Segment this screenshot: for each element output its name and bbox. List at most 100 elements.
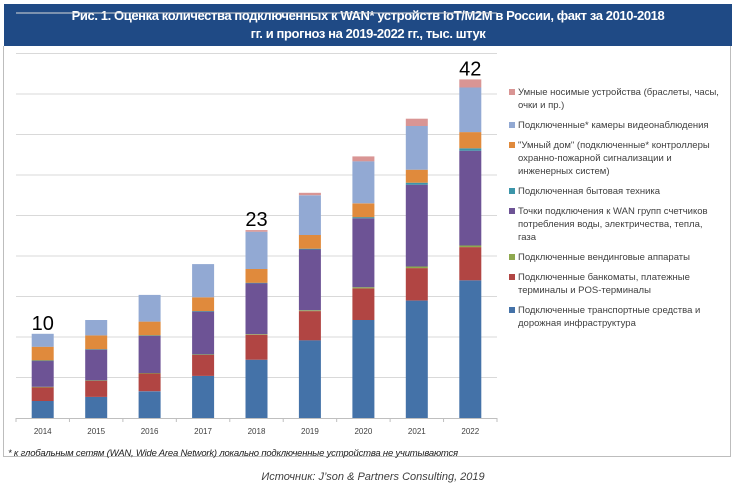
bar-segment-s3-2017 [192, 311, 215, 355]
legend-label: Подключенные банкоматы, платежные [518, 272, 690, 283]
bar-segment-s2-2016 [138, 373, 161, 374]
bar-segment-s3-2019 [298, 249, 321, 311]
legend-item-appliances: Подключенная бытовая техника [509, 185, 729, 198]
bar-segment-s2-2017 [192, 354, 215, 355]
legend-label: Подключенные вендинговые аппараты [518, 252, 690, 263]
bar-segment-s2-2018 [245, 334, 268, 335]
bar-segment-s1-2020 [352, 288, 375, 320]
total-label-2022: 42 [459, 58, 481, 80]
total-label-2014: 10 [32, 313, 54, 335]
bar-segment-s5-2018 [245, 269, 268, 283]
bar-segment-s6-2014 [31, 333, 54, 347]
bar-segment-s1-2021 [405, 268, 428, 301]
x-tick-label-2016: 2016 [141, 427, 159, 436]
bar-segment-s3-2018 [245, 283, 268, 335]
legend-swatch-icon [509, 274, 515, 280]
legend-swatch-icon [509, 188, 515, 194]
bar-stack-2018 [245, 230, 268, 418]
bar-segment-s2-2022 [459, 245, 482, 248]
bar-stack-2021 [405, 118, 428, 418]
bar-segment-s2-2020 [352, 287, 375, 289]
legend-item-meters: Точки подключения к WAN групп счетчиков п… [509, 205, 729, 244]
bar-segment-s5-2016 [138, 321, 161, 336]
bar-segment-s5-2014 [31, 346, 54, 361]
x-axis [15, 418, 498, 422]
bar-segment-s5-2020 [352, 203, 375, 218]
bar-segment-s7-2019 [298, 192, 321, 196]
legend-item-vending: Подключенные вендинговые аппараты [509, 251, 729, 264]
legend-item-cameras: Подключенные* камеры видеонаблюдения [509, 119, 729, 132]
bar-stack-2014 [31, 333, 54, 418]
bar-segment-s4-2016 [138, 335, 161, 336]
bar-segment-s7-2020 [352, 156, 375, 162]
total-label-2018: 23 [245, 209, 267, 231]
bar-segment-s3-2016 [138, 335, 161, 374]
bar-segment-s4-2015 [85, 349, 108, 350]
bar-segment-s7-2018 [245, 230, 268, 232]
legend-swatch-icon [509, 89, 515, 95]
bar-stack-2020 [352, 156, 375, 418]
bar-segment-s2-2014 [31, 386, 54, 388]
legend-label: потребления воды, электричества, тепла, [518, 219, 703, 230]
bar-segment-s3-2014 [31, 360, 54, 387]
legend-label: Подключенные* камеры видеонаблюдения [518, 120, 709, 131]
x-tick-label-2022: 2022 [461, 427, 479, 436]
bar-segment-s4-2019 [298, 248, 321, 250]
bar-segment-s1-2019 [298, 311, 321, 341]
bar-segment-s1-2022 [459, 247, 482, 281]
total-annotations: 10 23 42 [32, 58, 482, 334]
bar-segment-s6-2019 [298, 195, 321, 235]
x-tick-label-2021: 2021 [408, 427, 426, 436]
bar-segment-s0-2014 [31, 401, 54, 418]
bar-segment-s0-2015 [85, 396, 108, 418]
x-tick-label-2018: 2018 [248, 427, 266, 436]
bar-segment-s4-2020 [352, 217, 375, 219]
x-tick-label-2020: 2020 [354, 427, 372, 436]
bar-segment-s2-2019 [298, 310, 321, 312]
bar-stack-2022 [459, 79, 482, 418]
bar-segment-s1-2018 [245, 334, 268, 360]
x-tick-label-2017: 2017 [194, 427, 212, 436]
legend-label: дорожная инфраструктура [518, 318, 636, 329]
source-line: Источник: J’son & Partners Consulting, 2… [0, 471, 734, 483]
legend-label: очки и пр.) [518, 100, 565, 111]
bar-segment-s4-2022 [459, 148, 482, 151]
bar-segment-s7-2022 [459, 79, 482, 88]
legend-label: терминалы и POS-терминалы [518, 285, 651, 296]
legend-label: Подключенные транспортные средства и [518, 305, 701, 316]
legend: Умные носимые устройства (браслеты, часы… [509, 86, 729, 330]
legend-swatch-icon [509, 208, 515, 214]
bar-segment-s0-2021 [405, 300, 428, 418]
bar-segment-s4-2014 [31, 360, 54, 362]
chart-title-line-2: гг. и прогноз на 2019-2022 гг., тыс. шту… [250, 26, 486, 41]
bar-stacks [31, 79, 482, 418]
bar-segment-s6-2017 [192, 264, 215, 298]
legend-swatch-icon [509, 254, 515, 260]
chart-title-banner: Рис. 1. Оценка количества подключенных к… [4, 4, 732, 46]
bar-segment-s4-2021 [405, 182, 428, 185]
bar-segment-s0-2018 [245, 359, 268, 418]
legend-label: "Умный дом" (подключенные* контроллеры [518, 140, 710, 151]
chart-frame [3, 46, 731, 457]
bar-segment-s6-2016 [138, 294, 161, 322]
legend-label: газа [518, 232, 537, 243]
bar-segment-s5-2015 [85, 335, 108, 350]
bar-segment-s0-2020 [352, 320, 375, 418]
legend-label: охранно-пожарной сигнализации и [518, 153, 672, 164]
bar-segment-s5-2019 [298, 234, 321, 249]
legend-item-wearables: Умные носимые устройства (браслеты, часы… [509, 86, 729, 112]
legend-item-atm-pos: Подключенные банкоматы, платежные термина… [509, 271, 729, 297]
x-tick-label-2014: 2014 [34, 427, 52, 436]
bar-segment-s2-2015 [85, 380, 108, 381]
bar-segment-s1-2014 [31, 387, 54, 401]
legend-label: инженерных систем) [518, 166, 610, 177]
legend-label: Умные носимые устройства (браслеты, часы… [518, 87, 719, 98]
source-text: Источник: J’son & Partners Consulting, 2… [261, 471, 485, 483]
bar-segment-s3-2015 [85, 349, 108, 381]
x-tick-label-2015: 2015 [87, 427, 105, 436]
bar-segment-s7-2021 [405, 118, 428, 126]
bar-segment-s1-2015 [85, 380, 108, 397]
footnote: * к глобальным сетям (WAN, Wide Area Net… [8, 448, 458, 459]
bar-segment-s0-2019 [298, 340, 321, 418]
